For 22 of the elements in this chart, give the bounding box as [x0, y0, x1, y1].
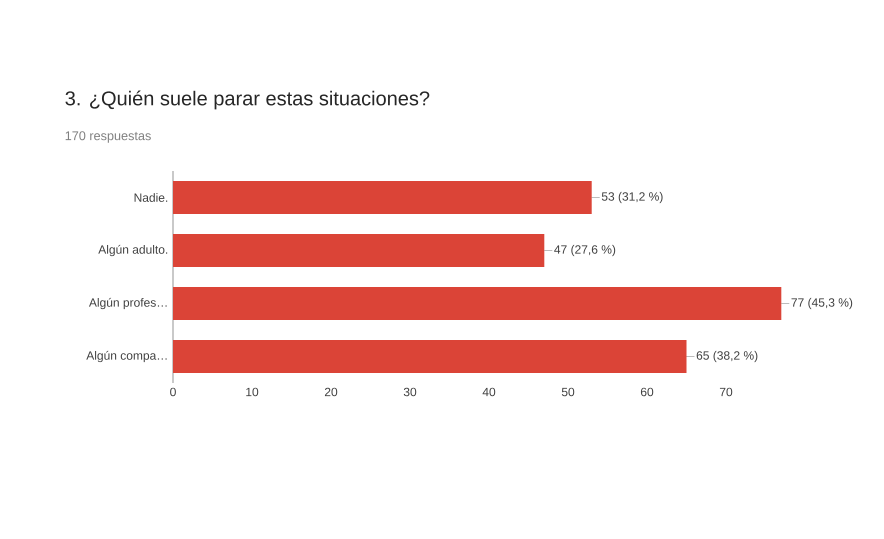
- bar: [173, 287, 782, 320]
- chart-title: 3. ¿Quién suele parar estas situaciones?: [65, 90, 430, 110]
- y-tick-label: Algún profes…: [88, 298, 167, 310]
- x-tick-label: 40: [482, 388, 496, 396]
- data-label: 77 (45,3 %): [792, 298, 852, 310]
- x-tick-label: 30: [404, 388, 416, 396]
- bar: [173, 340, 687, 374]
- data-label: 53 (31,2 %): [602, 192, 663, 204]
- x-tick-label: 50: [562, 388, 574, 396]
- x-tick-label: 20: [324, 388, 338, 396]
- data-label: 65 (38,2 %): [696, 350, 758, 362]
- bar: [173, 181, 592, 214]
- data-label: 47 (27,6 %): [554, 244, 616, 256]
- x-tick-label: 70: [720, 388, 732, 396]
- x-tick-label: 10: [246, 388, 258, 396]
- y-tick-label: Nadie.: [134, 193, 168, 202]
- bar: [173, 234, 544, 268]
- y-tick-label: Algún adulto.: [98, 244, 168, 256]
- chart-subtitle: 170 respuestas: [66, 131, 151, 143]
- x-tick-label: 60: [640, 388, 654, 396]
- x-tick-label: 0: [170, 388, 176, 396]
- y-tick-label: Algún compa…: [86, 350, 167, 362]
